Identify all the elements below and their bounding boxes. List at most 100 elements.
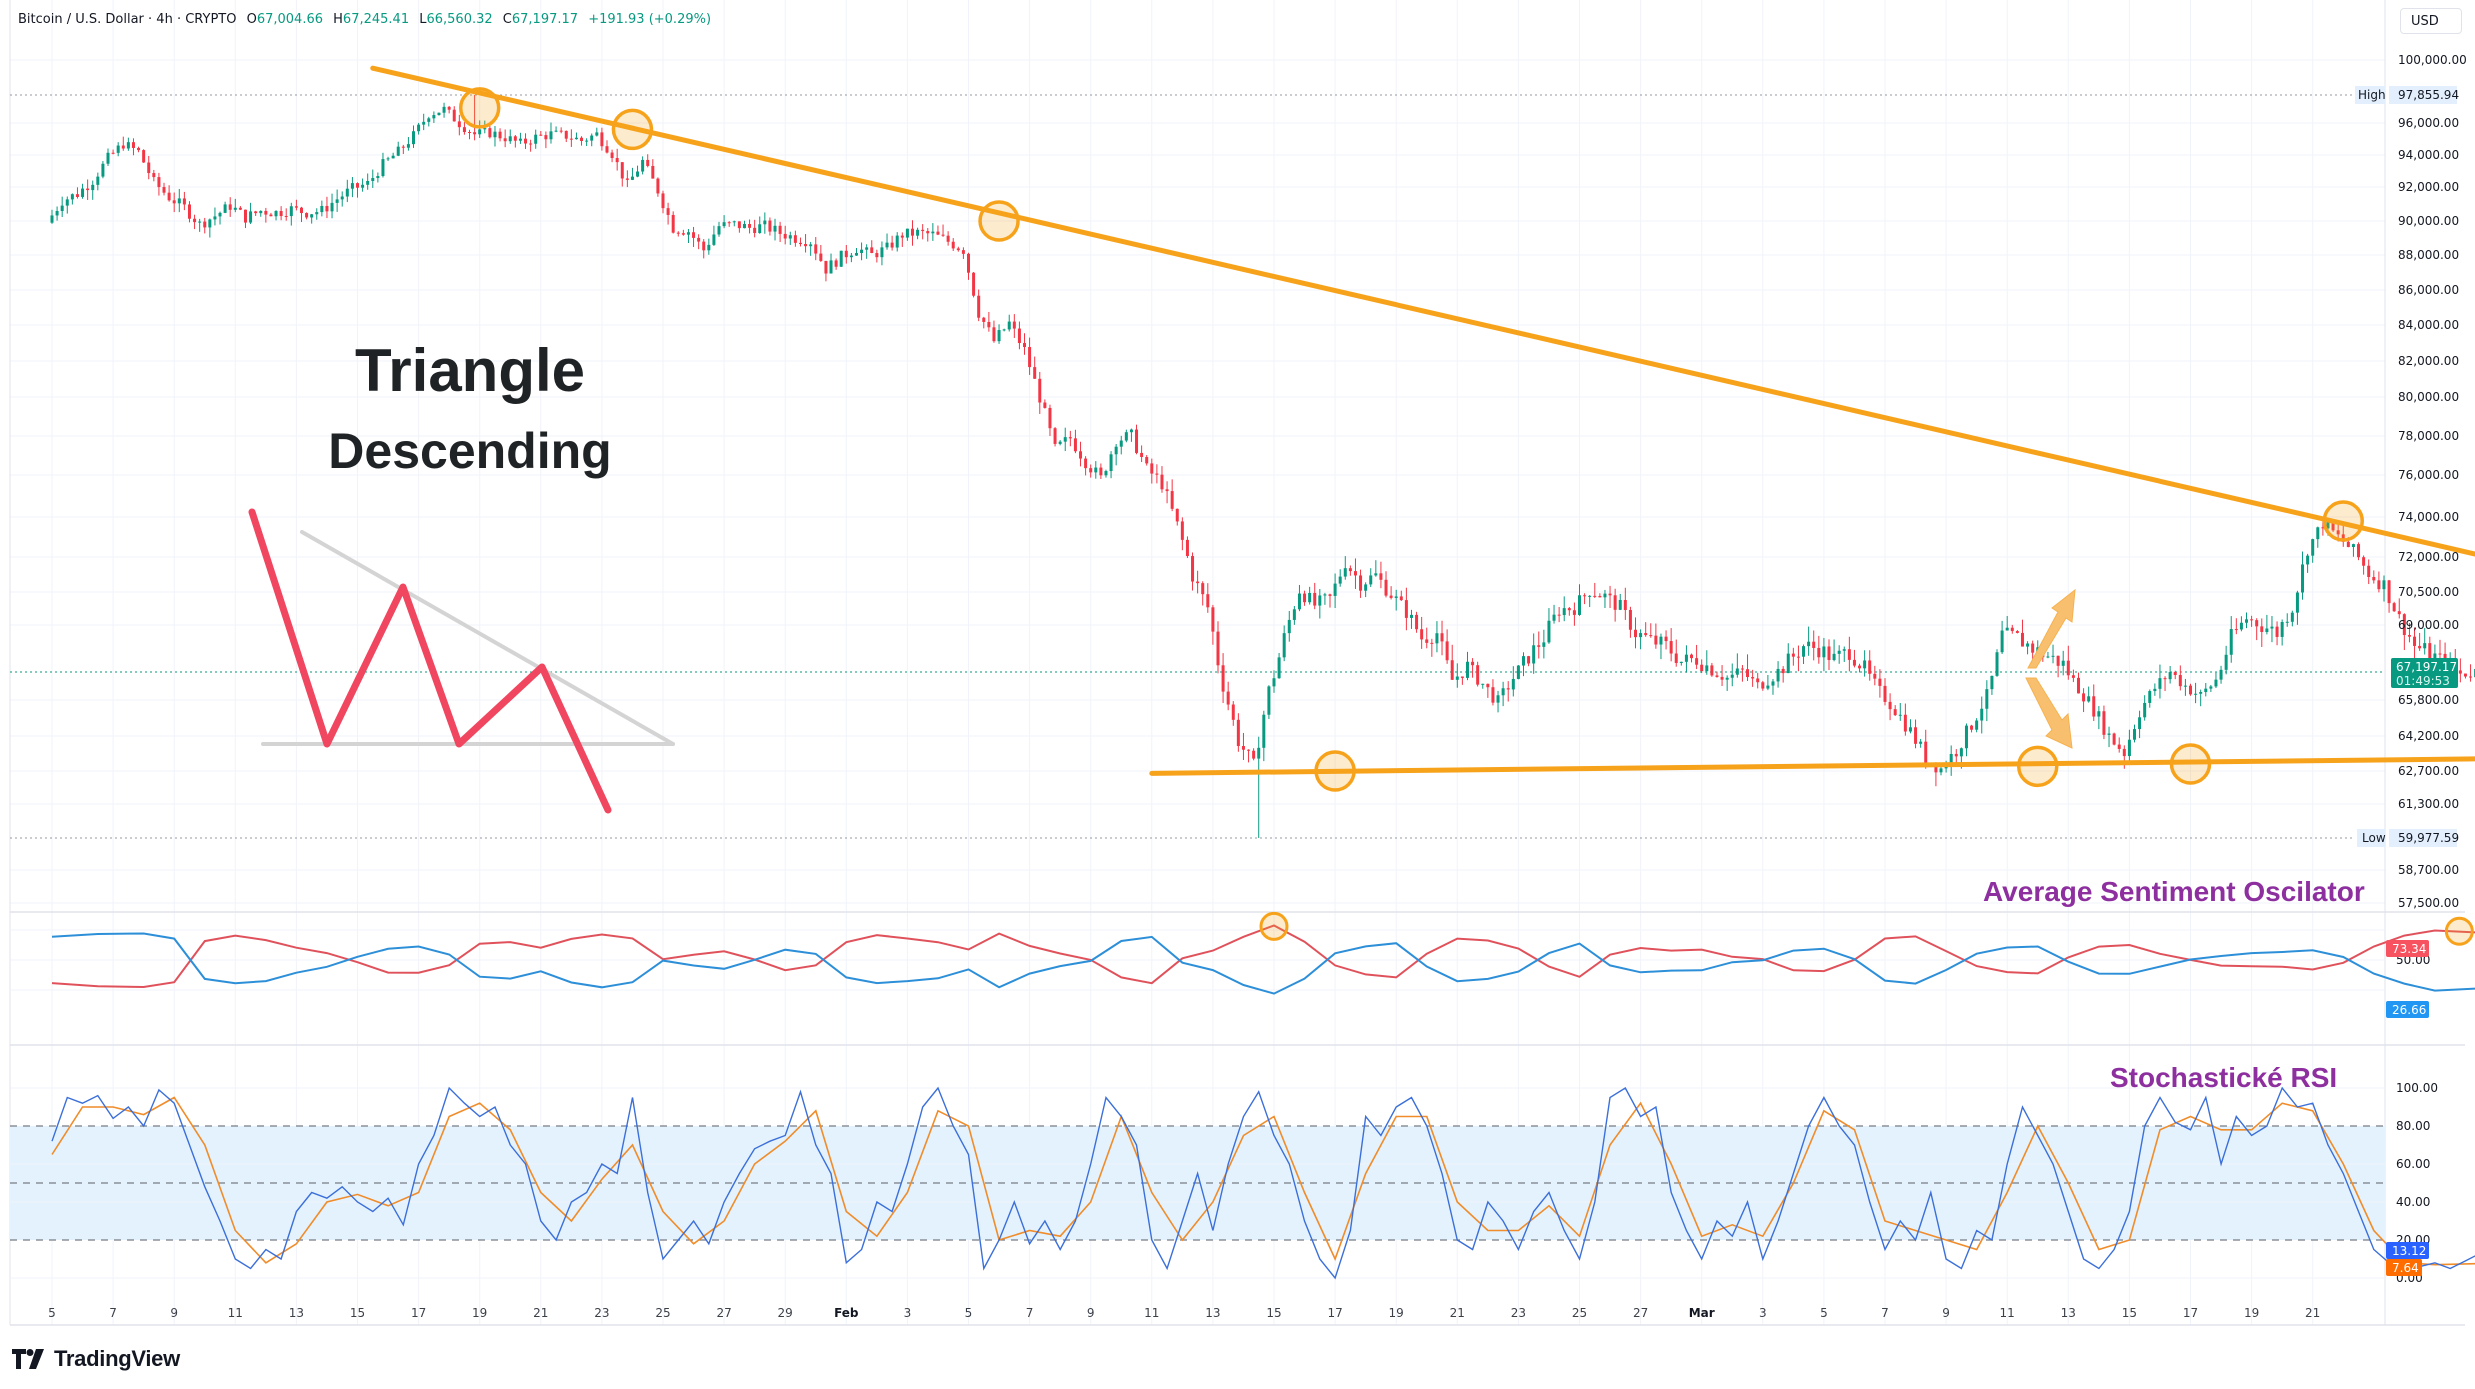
candle-body xyxy=(66,199,69,205)
candle-body xyxy=(1186,540,1189,556)
candle-body xyxy=(2245,619,2248,622)
candle-body xyxy=(76,194,79,197)
candle-body xyxy=(1746,669,1749,677)
candle-body xyxy=(1079,451,1082,458)
candle-body xyxy=(2235,629,2238,630)
tradingview-logo[interactable]: TradingView xyxy=(12,1346,180,1372)
candle-body xyxy=(1777,669,1780,681)
candle-body xyxy=(188,204,191,218)
touch-point-circle xyxy=(461,89,499,127)
candle-body xyxy=(2306,556,2309,565)
candle-body xyxy=(2128,740,2131,756)
candle-body xyxy=(229,204,232,209)
candle-body xyxy=(1868,660,1871,673)
currency-button[interactable]: USD xyxy=(2400,8,2462,34)
candle-body xyxy=(626,178,629,179)
candle-body xyxy=(1334,584,1337,596)
candle-body xyxy=(2408,635,2411,637)
candle-body xyxy=(127,142,130,148)
price-tick: 65,800.00 xyxy=(2398,693,2459,707)
candle-body xyxy=(1909,727,1912,731)
candle-body xyxy=(1430,643,1433,644)
candle-body xyxy=(422,122,425,125)
candle-body xyxy=(901,236,904,238)
candle-body xyxy=(1181,521,1184,539)
candle-body xyxy=(1364,584,1367,590)
candle-body xyxy=(2209,686,2212,688)
candle-body xyxy=(2158,678,2161,689)
annotation-title-descending[interactable]: Descending xyxy=(290,422,650,480)
candle-body xyxy=(509,136,512,141)
candle-body xyxy=(2189,686,2192,695)
oscillator-title[interactable]: Average Sentiment Oscilator xyxy=(1983,876,2365,908)
candle-body xyxy=(926,231,929,233)
symbol-legend[interactable]: Bitcoin / U.S. Dollar · 4h · CRYPTO O67,… xyxy=(18,12,711,27)
candle-body xyxy=(1715,675,1718,677)
candle-body xyxy=(2230,629,2233,655)
candle-body xyxy=(1654,636,1657,645)
annotation-title-triangle[interactable]: Triangle xyxy=(300,336,640,405)
time-tick: 11 xyxy=(1144,1306,1159,1320)
candle-body xyxy=(1140,453,1143,457)
candle-body xyxy=(2423,643,2426,648)
candle-body xyxy=(285,216,288,217)
open-label: O xyxy=(247,12,257,27)
symbol-name[interactable]: Bitcoin / U.S. Dollar xyxy=(18,12,144,27)
candle-body xyxy=(2352,544,2355,547)
candle-body xyxy=(2357,544,2360,557)
candle-body xyxy=(1074,438,1077,451)
candle-body xyxy=(1476,665,1479,684)
osc-red-value: 73.34 xyxy=(2392,942,2426,956)
candle-body xyxy=(1527,656,1530,663)
time-tick: 23 xyxy=(1511,1306,1526,1320)
candle-body xyxy=(1553,615,1556,621)
candle-body xyxy=(682,233,685,235)
price-tick: 96,000.00 xyxy=(2398,116,2459,130)
time-tick: 5 xyxy=(48,1306,56,1320)
candle-body xyxy=(936,232,939,235)
candle-body xyxy=(1741,669,1744,670)
time-tick: 7 xyxy=(1881,1306,1889,1320)
sentiment-oscillator-series[interactable] xyxy=(52,913,2475,993)
trendline-resistance xyxy=(373,68,2475,594)
candle-body xyxy=(2011,628,2014,631)
candle-body xyxy=(611,153,614,158)
candle-body xyxy=(1751,677,1754,678)
candle-body xyxy=(1863,660,1866,668)
candle-body xyxy=(2072,675,2075,678)
candle-body xyxy=(519,139,522,141)
candle-body xyxy=(753,228,756,233)
breakdown-arrow xyxy=(2026,678,2072,748)
candle-body xyxy=(1115,447,1118,455)
candle-body xyxy=(117,146,120,153)
candle-body xyxy=(514,136,517,140)
candle-body xyxy=(865,247,868,249)
candle-body xyxy=(2001,631,2004,653)
price-tick: 94,000.00 xyxy=(2398,148,2459,162)
price-tick: 64,200.00 xyxy=(2398,729,2459,743)
candle-body xyxy=(962,250,965,254)
touch-point-circle xyxy=(2324,502,2362,540)
stoch-rsi-title[interactable]: Stochastické RSI xyxy=(2110,1062,2337,1094)
time-tick: Feb xyxy=(834,1306,859,1320)
time-tick: 11 xyxy=(228,1306,243,1320)
candle-body xyxy=(254,211,257,213)
high-tag-label: High xyxy=(2358,88,2386,102)
candle-body xyxy=(667,208,670,215)
candle-body xyxy=(417,125,420,132)
candle-body xyxy=(2031,644,2034,653)
candle-body xyxy=(646,160,649,166)
candle-body xyxy=(850,256,853,258)
candle-body xyxy=(1023,343,1026,347)
candle-body xyxy=(774,226,777,232)
interval[interactable]: 4h xyxy=(156,12,173,27)
candle-body xyxy=(1614,595,1617,610)
candle-body xyxy=(1405,600,1408,618)
candle-body xyxy=(1329,594,1332,596)
candle-body xyxy=(697,238,700,242)
candle-body xyxy=(1293,609,1296,620)
candle-body xyxy=(880,247,883,257)
candle-body xyxy=(1497,695,1500,702)
